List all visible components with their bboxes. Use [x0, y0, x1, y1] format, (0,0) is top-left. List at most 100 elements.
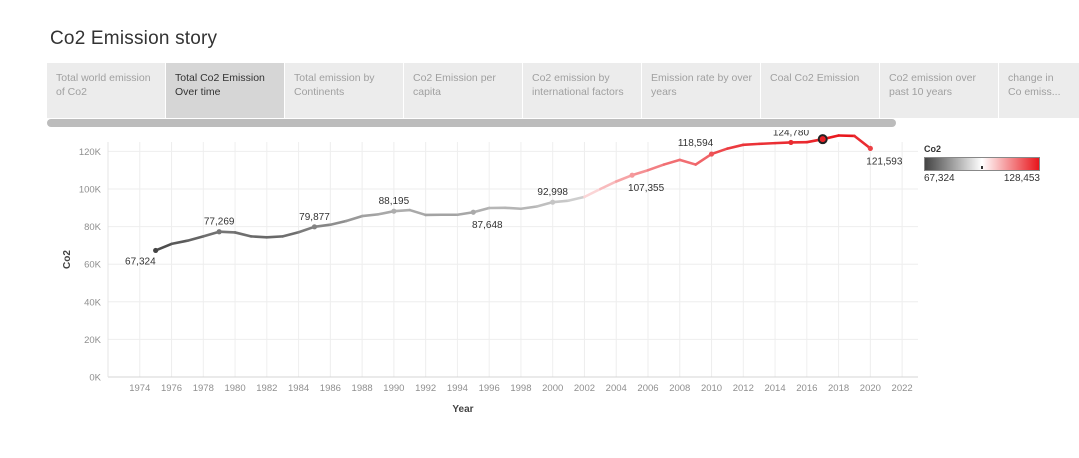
line-segment	[757, 141, 777, 146]
line-segment	[726, 143, 745, 150]
data-point	[629, 172, 635, 178]
co2-line-chart: 1974 1976 1978 1980 1982 1984 1986 1988 1990 1992…	[62, 130, 918, 415]
line-segment	[471, 206, 491, 214]
data-label: 88,195	[379, 196, 410, 207]
line-segment	[567, 195, 586, 202]
tab-emission-rate-over-years[interactable]: Emission rate by over years	[642, 63, 761, 118]
x-tick-label: 2004	[606, 383, 627, 394]
story-navigation-tabs: Total world emission of Co2 Total Co2 Em…	[47, 63, 1079, 118]
data-point	[550, 199, 556, 205]
line-segment	[456, 210, 475, 217]
tab-total-world-emission[interactable]: Total world emission of Co2	[47, 63, 166, 118]
x-tick-label: 1984	[288, 383, 309, 394]
grid-lines	[108, 142, 918, 378]
legend-marker	[981, 166, 983, 169]
x-tick-label: 2018	[828, 383, 849, 394]
selected-data-point	[817, 134, 828, 145]
line-segment	[583, 187, 602, 199]
data-label: 107,355	[628, 183, 665, 194]
tab-total-emission-by-continents[interactable]: Total emission by Continents	[285, 63, 404, 118]
data-point	[867, 145, 873, 152]
x-tick-label: 2014	[764, 383, 785, 394]
data-label: 67,324	[125, 256, 156, 267]
data-point	[153, 247, 159, 254]
line-segment	[297, 225, 316, 234]
x-tick-label: 2010	[701, 383, 722, 394]
line-segment	[360, 213, 380, 218]
x-tick-label: 1998	[510, 383, 531, 394]
data-label: 124,780	[773, 130, 810, 138]
x-tick-label: 1990	[383, 383, 404, 394]
tab-coal-co2-emission[interactable]: Coal Co2 Emission	[761, 63, 880, 118]
line-segment	[201, 230, 221, 238]
line-segment	[535, 200, 555, 208]
y-tick-label: 20K	[84, 335, 102, 346]
data-label: 92,998	[537, 187, 568, 198]
data-label: 121,593	[866, 156, 903, 167]
x-tick-label: 2006	[637, 383, 658, 394]
data-point	[311, 224, 318, 230]
co2-series-line	[154, 134, 872, 252]
x-tick-label: 1986	[320, 383, 341, 394]
legend-min-label: 67,324	[924, 173, 955, 184]
line-segment	[662, 158, 682, 166]
data-label: 118,594	[678, 138, 714, 149]
x-tick-label: 1982	[256, 383, 277, 394]
line-segment	[392, 208, 412, 213]
line-segment	[313, 223, 332, 229]
line-segment	[646, 163, 666, 172]
line-segment	[503, 206, 523, 211]
color-legend: Co2 67,324 128,453	[924, 144, 1040, 184]
y-axis-title: Co2	[62, 250, 73, 269]
line-segment	[233, 231, 253, 238]
legend-max-label: 128,453	[1003, 173, 1040, 184]
x-tick-label: 2012	[733, 383, 754, 394]
y-tick-label: 40K	[84, 297, 102, 308]
tab-co2-emission-international-factors[interactable]: Co2 emission by international factors	[523, 63, 642, 118]
tab-total-co2-emission-over-time[interactable]: Total Co2 Emission Over time	[166, 63, 285, 118]
x-tick-label: 1988	[352, 383, 373, 394]
line-segment	[773, 141, 793, 145]
x-tick-label: 2020	[860, 383, 881, 394]
x-tick-label: 1974	[129, 383, 150, 394]
line-segment	[281, 230, 300, 238]
line-segment	[154, 242, 173, 252]
y-tick-label: 80K	[84, 222, 102, 233]
y-tick-label: 100K	[79, 185, 102, 196]
line-segment	[551, 199, 570, 204]
line-segment	[170, 239, 189, 246]
line-segment	[741, 142, 761, 147]
line-segment	[186, 235, 205, 242]
line-segment	[265, 235, 285, 239]
x-tick-label: 2008	[669, 383, 690, 394]
line-segment	[694, 152, 713, 166]
data-point	[470, 209, 476, 215]
data-point	[708, 151, 715, 157]
line-segment	[614, 173, 634, 183]
line-segment	[710, 147, 729, 156]
line-segment	[519, 205, 539, 211]
x-tick-label: 1996	[479, 383, 500, 394]
x-axis-title: Year	[452, 404, 473, 415]
x-tick-label: 2016	[796, 383, 817, 394]
tab-co2-emission-past-10-years[interactable]: Co2 emission over past 10 years	[880, 63, 999, 118]
tab-change-in-co-emission[interactable]: change in Co emiss...	[1008, 72, 1061, 98]
tabs-scrollbar[interactable]	[47, 119, 896, 127]
y-tick-label: 60K	[84, 260, 102, 271]
line-segment	[853, 134, 872, 150]
data-label: 79,877	[299, 212, 330, 223]
x-tick-label: 2000	[542, 383, 563, 394]
line-segment	[408, 208, 427, 217]
tab-co2-emission-per-capita[interactable]: Co2 Emission per capita	[404, 63, 523, 118]
line-segment	[217, 230, 237, 234]
data-label: 77,269	[204, 217, 235, 228]
story-title: Co2 Emission story	[50, 28, 218, 49]
data-label: 87,648	[472, 220, 503, 231]
x-tick-label: 1980	[224, 383, 245, 394]
line-segment	[599, 180, 618, 191]
x-tick-label: 1992	[415, 383, 436, 394]
line-segment	[329, 219, 348, 227]
x-tick-label: 1978	[193, 383, 214, 394]
line-segment	[630, 168, 650, 177]
data-point	[216, 229, 222, 235]
